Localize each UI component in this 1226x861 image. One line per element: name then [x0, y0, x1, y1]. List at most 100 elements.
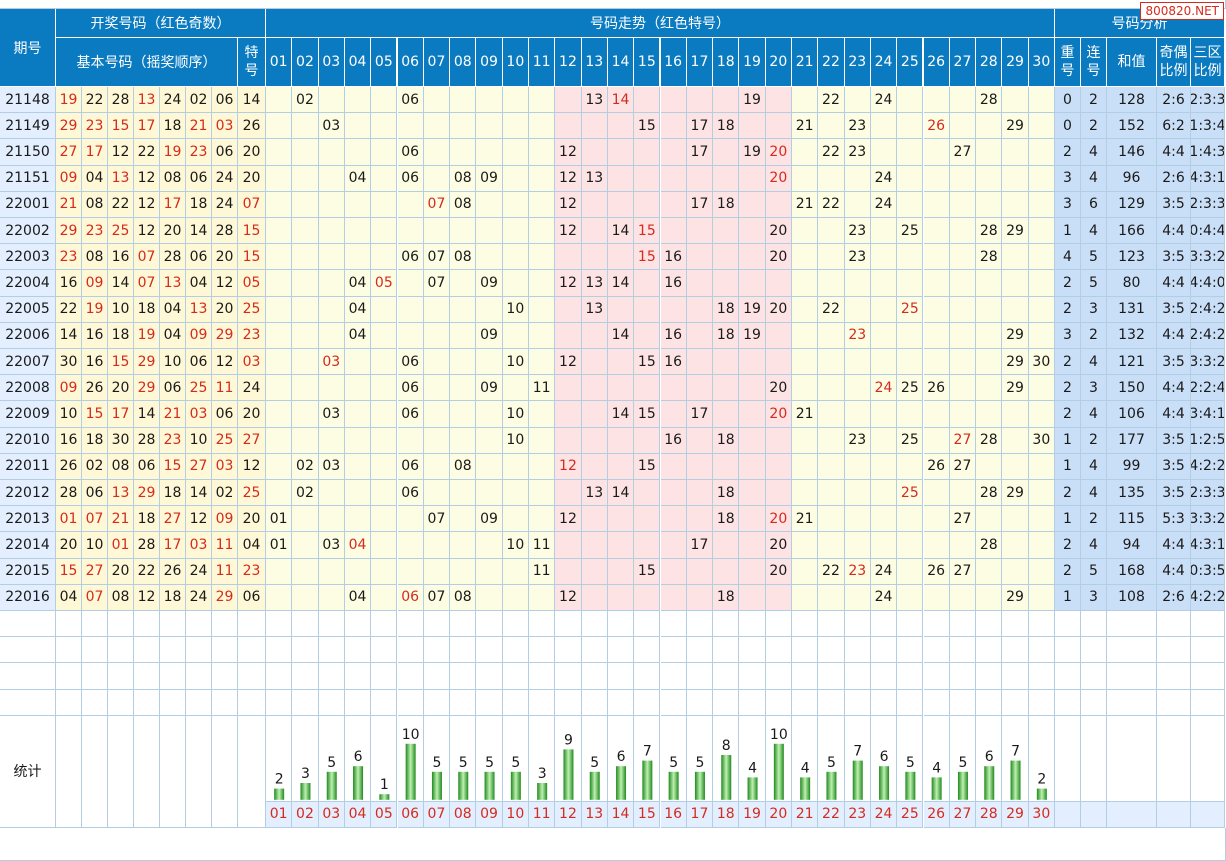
odd-even-cell: 2:6 [1157, 165, 1191, 192]
trend-cell [923, 191, 950, 218]
trend-cell [344, 558, 372, 585]
repeat-cell: 2 [1055, 558, 1081, 585]
basic-number-cell: 26 [56, 453, 82, 480]
consecutive-cell: 2 [1081, 87, 1107, 114]
trend-cell [870, 532, 898, 559]
trend-cell [423, 322, 451, 349]
trend-cell [371, 349, 398, 376]
trend-cell [450, 349, 477, 376]
trend-cell [607, 532, 635, 559]
trend-cell [870, 139, 898, 166]
trend-cell [765, 584, 792, 611]
trend-cell [949, 165, 977, 192]
consecutive-cell: 4 [1081, 165, 1107, 192]
trend-cell: 28 [976, 532, 1003, 559]
trend-cell: 04 [344, 165, 372, 192]
special-number-cell: 20 [238, 165, 266, 192]
trend-cell [1028, 218, 1055, 245]
basic-number-cell: 30 [56, 349, 82, 376]
trend-cell [870, 480, 898, 507]
empty-cell [1191, 663, 1225, 690]
special-number-cell: 05 [238, 270, 266, 297]
basic-number-cell: 27 [160, 506, 186, 533]
empty-cell [739, 611, 766, 638]
empty-cell [160, 663, 186, 690]
trend-cell: 18 [713, 427, 740, 454]
trend-cell [792, 480, 819, 507]
trend-cell [476, 139, 503, 166]
trend-cell [818, 480, 845, 507]
trend-cell [607, 113, 635, 140]
trend-cell [739, 401, 766, 428]
trend-cell: 13 [581, 87, 608, 114]
basic-number-cell: 28 [108, 87, 134, 114]
basic-number-cell: 29 [134, 349, 160, 376]
trend-cell [581, 453, 608, 480]
trend-cell: 09 [476, 506, 503, 533]
trend-cell: 06 [397, 165, 424, 192]
empty-cell [686, 689, 714, 716]
trend-cell [686, 584, 714, 611]
repeat-cell: 1 [1055, 453, 1081, 480]
stats-number-label: 03 [318, 801, 345, 828]
trend-cell [949, 584, 977, 611]
empty-cell [160, 637, 186, 664]
basic-number-cell: 15 [160, 453, 186, 480]
empty-cell [160, 611, 186, 638]
repeat-cell: 0 [1055, 113, 1081, 140]
trend-cell: 16 [660, 427, 687, 454]
trend-cell [897, 322, 924, 349]
trend-cell: 11 [529, 375, 556, 402]
trend-cell [529, 401, 556, 428]
zone-cell: 0:4:4 [1191, 218, 1225, 245]
consecutive-cell: 2 [1081, 506, 1107, 533]
trend-cell [581, 506, 608, 533]
stats-empty-cell [1157, 801, 1191, 828]
trend-cell [792, 427, 819, 454]
empty-cell [529, 689, 556, 716]
basic-number-cell: 19 [160, 139, 186, 166]
trend-cell [1028, 87, 1055, 114]
repeat-cell: 3 [1055, 191, 1081, 218]
empty-cell [949, 663, 977, 690]
trend-cell: 14 [607, 480, 635, 507]
trend-cell: 25 [897, 218, 924, 245]
trend-cell [529, 87, 556, 114]
trend-cell [844, 375, 871, 402]
trend-cell [1002, 453, 1029, 480]
trend-cell [292, 322, 319, 349]
stats-bar-cell [765, 715, 792, 802]
special-number-cell: 24 [238, 375, 266, 402]
basic-number-cell: 02 [82, 453, 108, 480]
trend-cell: 12 [555, 191, 582, 218]
trend-cell: 23 [844, 322, 871, 349]
trend-cell [344, 139, 372, 166]
trend-cell [844, 191, 871, 218]
empty-cell [108, 637, 134, 664]
trend-cell [1002, 191, 1029, 218]
trend-cell [739, 480, 766, 507]
trend-cell [976, 506, 1003, 533]
trend-cell: 18 [713, 584, 740, 611]
trend-cell [581, 427, 608, 454]
repeat-cell: 2 [1055, 349, 1081, 376]
consecutive-cell: 3 [1081, 296, 1107, 323]
basic-number-cell: 30 [108, 427, 134, 454]
trend-cell [555, 87, 582, 114]
trend-cell [450, 558, 477, 585]
sum-cell: 94 [1107, 532, 1157, 559]
trend-cell [765, 453, 792, 480]
trend-cell: 03 [318, 532, 345, 559]
trend-cell [581, 401, 608, 428]
trend-cell: 05 [371, 270, 398, 297]
stats-bar-cell [529, 715, 556, 802]
trend-cell: 18 [713, 480, 740, 507]
consecutive-cell: 5 [1081, 244, 1107, 271]
trend-cell [1002, 244, 1029, 271]
basic-number-cell: 03 [186, 401, 212, 428]
empty-cell [450, 689, 477, 716]
empty-cell [397, 689, 424, 716]
sum-cell: 80 [1107, 270, 1157, 297]
empty-cell [397, 611, 424, 638]
trend-column-03: 03 [318, 38, 345, 87]
